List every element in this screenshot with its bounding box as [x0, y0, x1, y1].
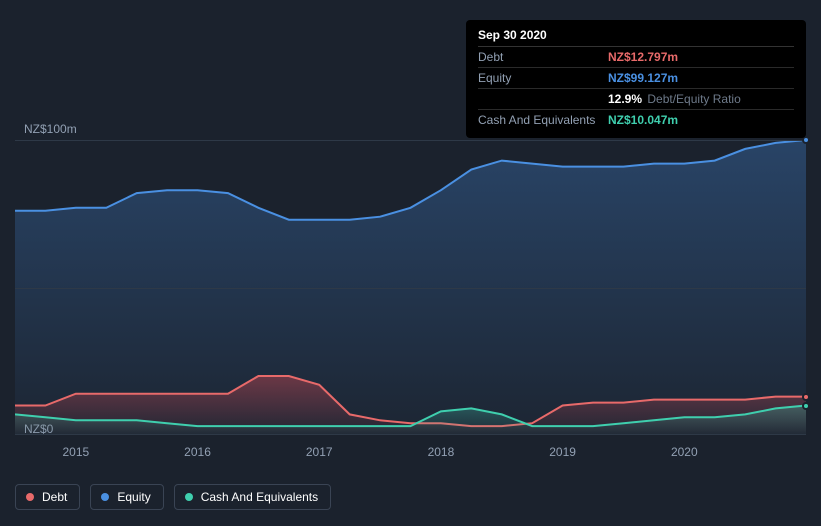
- xaxis-tick: 2017: [306, 445, 333, 459]
- yaxis-max-label: NZ$100m: [24, 122, 77, 136]
- legend-label: Debt: [42, 490, 67, 504]
- cash-end-dot: [802, 402, 810, 410]
- tooltip-value: 12.9% Debt/Equity Ratio: [608, 92, 741, 106]
- xaxis-tick: 2018: [428, 445, 455, 459]
- gridline-top: [15, 140, 806, 141]
- tooltip-label: [478, 92, 608, 106]
- tooltip-row: DebtNZ$12.797m: [478, 47, 794, 68]
- legend-item-equity[interactable]: Equity: [90, 484, 163, 510]
- legend-item-debt[interactable]: Debt: [15, 484, 80, 510]
- legend-dot: [101, 493, 109, 501]
- gridline-bottom: [15, 434, 806, 435]
- legend-dot: [185, 493, 193, 501]
- xaxis-tick: 2019: [549, 445, 576, 459]
- xaxis-tick: 2020: [671, 445, 698, 459]
- tooltip-value: NZ$99.127m: [608, 71, 678, 85]
- tooltip-value: NZ$10.047m: [608, 113, 678, 127]
- tooltip-row: Cash And EquivalentsNZ$10.047m: [478, 110, 794, 130]
- x-axis: 2015 2016 2017 2018 2019 2020: [15, 445, 806, 465]
- legend-label: Equity: [117, 490, 150, 504]
- tooltip-row: 12.9% Debt/Equity Ratio: [478, 89, 794, 110]
- area-chart: [15, 140, 806, 435]
- debt-end-dot: [802, 393, 810, 401]
- tooltip-date: Sep 30 2020: [478, 28, 794, 47]
- legend-item-cash-and-equivalents[interactable]: Cash And Equivalents: [174, 484, 331, 510]
- tooltip-value: NZ$12.797m: [608, 50, 678, 64]
- xaxis-tick: 2016: [184, 445, 211, 459]
- tooltip-row: EquityNZ$99.127m: [478, 68, 794, 89]
- xaxis-tick: 2015: [62, 445, 89, 459]
- tooltip-label: Equity: [478, 71, 608, 85]
- gridline-mid: [15, 288, 806, 289]
- tooltip-label: Debt: [478, 50, 608, 64]
- legend: Debt Equity Cash And Equivalents: [15, 484, 331, 510]
- legend-label: Cash And Equivalents: [201, 490, 318, 504]
- tooltip-label: Cash And Equivalents: [478, 113, 608, 127]
- chart-tooltip: Sep 30 2020 DebtNZ$12.797mEquityNZ$99.12…: [466, 20, 806, 138]
- legend-dot: [26, 493, 34, 501]
